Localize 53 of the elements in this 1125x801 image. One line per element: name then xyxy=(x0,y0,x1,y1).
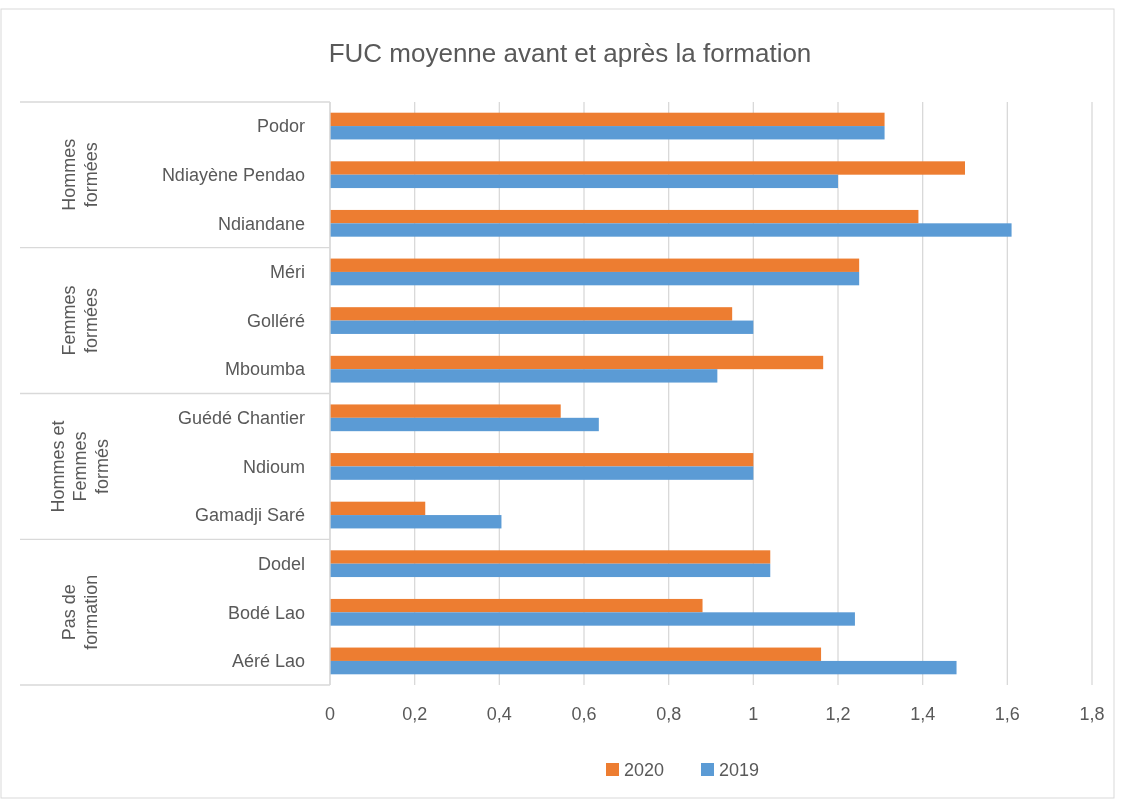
legend-label: 2019 xyxy=(719,760,760,781)
bar xyxy=(330,307,733,321)
bar xyxy=(330,515,502,529)
bar xyxy=(330,501,426,516)
y-tick-label: Ndiayène Pendao xyxy=(161,164,305,185)
bar xyxy=(330,223,1012,237)
bar xyxy=(330,174,838,189)
text: Hommes formées xyxy=(59,138,102,211)
bar xyxy=(330,112,885,127)
bar xyxy=(330,355,824,370)
bar xyxy=(330,466,754,480)
y-tick-label: Aéré Lao xyxy=(231,651,305,672)
y-tick-label: Mboumba xyxy=(224,359,306,380)
x-tick-label: 1,4 xyxy=(910,704,936,724)
x-tick-label: 0,8 xyxy=(656,704,682,724)
text: Hommes et Femmes formés xyxy=(48,420,113,513)
legend-label: 2020 xyxy=(624,760,665,781)
bar xyxy=(330,453,754,467)
bar xyxy=(330,209,919,224)
y-tick-label: Gamadji Saré xyxy=(194,505,305,526)
bar xyxy=(330,417,599,432)
y-tick-label: Méri xyxy=(270,262,305,283)
y-tick-label: Ndiandane xyxy=(217,213,305,234)
bar xyxy=(330,320,754,334)
x-tick-label: 1,6 xyxy=(994,704,1020,724)
bar xyxy=(330,126,885,140)
bar xyxy=(330,647,822,661)
y-tick-label: Guédé Chantier xyxy=(177,408,305,429)
y-tick-label: Bodé Lao xyxy=(227,602,305,623)
bar xyxy=(330,271,860,286)
bar xyxy=(330,550,771,564)
bar xyxy=(330,161,965,175)
bar xyxy=(330,598,703,613)
y-tick-label: Ndioum xyxy=(242,456,305,477)
bar xyxy=(330,660,957,675)
x-tick-label: 1,8 xyxy=(1079,704,1105,724)
x-tick-label: 0,4 xyxy=(486,704,512,724)
bar xyxy=(330,369,718,383)
y-tick-label: Golléré xyxy=(246,310,305,331)
bar xyxy=(330,404,561,418)
x-tick-label: 1 xyxy=(748,704,759,724)
bar xyxy=(330,563,771,578)
text: Femmes formées xyxy=(59,285,102,356)
x-tick-label: 0,6 xyxy=(571,704,597,724)
x-tick-label: 0,2 xyxy=(402,704,428,724)
text: Pas de formation xyxy=(59,574,102,650)
y-tick-label: Dodel xyxy=(257,553,305,574)
y-tick-label: Podor xyxy=(256,116,305,137)
bar xyxy=(330,258,860,272)
x-tick-label: 1,2 xyxy=(825,704,851,724)
bar xyxy=(330,612,855,626)
chart-title: FUC moyenne avant et après la formation xyxy=(328,38,812,68)
x-tick-label: 0 xyxy=(324,704,336,724)
